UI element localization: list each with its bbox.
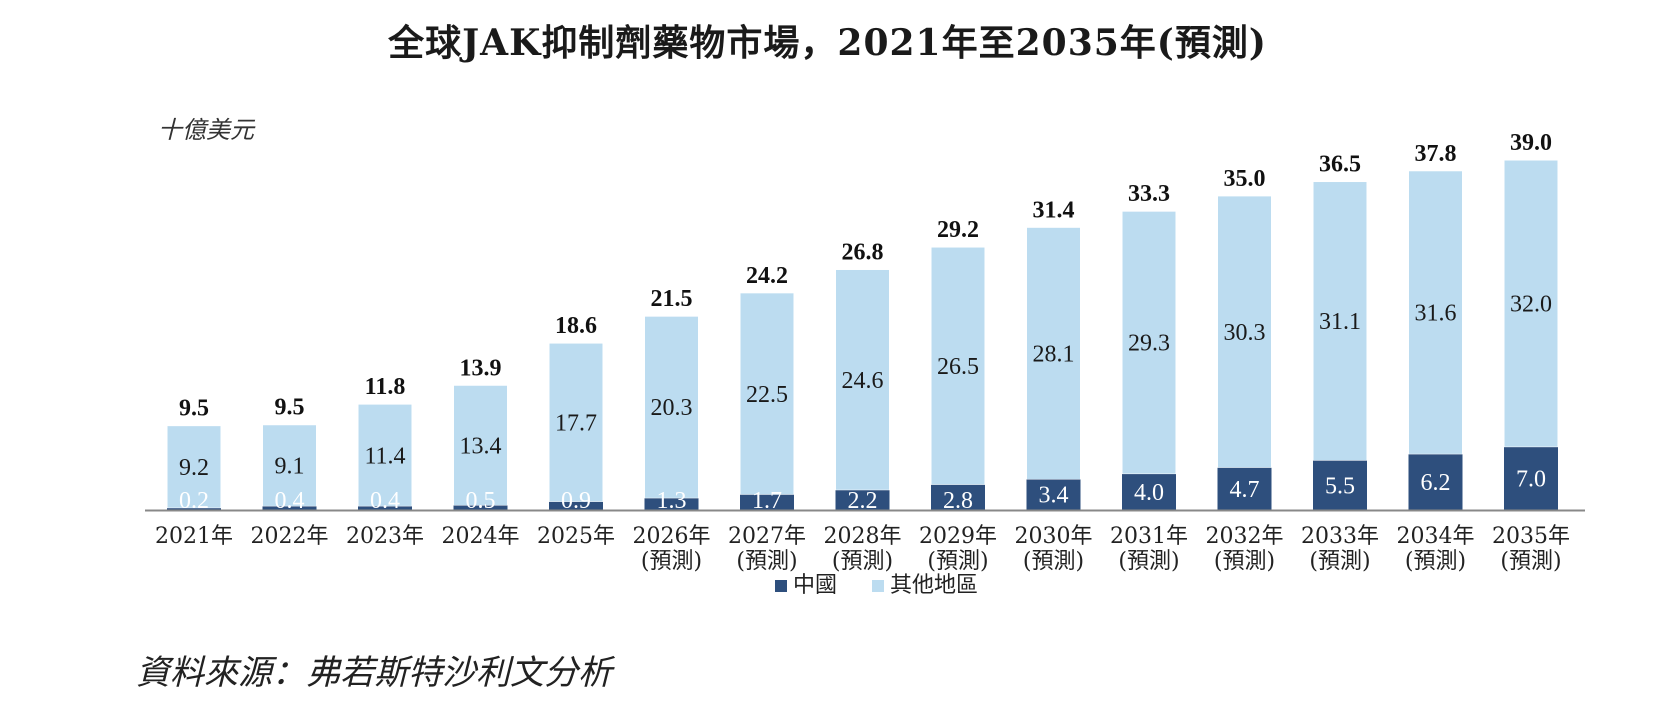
label-total-0: 9.5 [179,396,209,422]
bar-china-3 [453,505,508,510]
label-china-9: 3.4 [1039,483,1069,509]
x-tick-label-11-sub: (預測) [1214,549,1275,574]
bar-rest-1 [262,424,317,507]
label-china-13: 6.2 [1421,470,1451,496]
bar-china-4 [549,501,603,510]
stacked-bar-chart: 9.20.29.52021年9.10.49.52022年11.40.411.82… [145,130,1585,598]
label-rest-5: 20.3 [651,395,693,421]
bar-china-9 [1026,479,1081,510]
label-total-9: 31.4 [1033,197,1075,223]
label-rest-0: 9.2 [179,455,209,481]
x-tick-label-10: 2031年 [1110,524,1188,549]
label-china-11: 4.7 [1230,477,1260,503]
label-total-2: 11.8 [365,374,406,400]
label-rest-10: 29.3 [1128,331,1170,357]
x-tick-label-12-sub: (預測) [1309,549,1370,574]
x-tick-label-9-sub: (預測) [1023,549,1084,574]
bar-rest-14 [1503,159,1559,448]
bar-china-7 [835,490,890,510]
bar-rest-8 [930,246,986,486]
bar-china-13 [1408,454,1463,510]
x-tick-label-13-sub: (預測) [1405,549,1466,574]
legend-swatch-china [775,580,787,592]
x-tick-label-12: 2033年 [1301,524,1379,549]
label-rest-8: 26.5 [937,354,979,380]
label-rest-13: 31.6 [1415,301,1457,327]
x-tick-label-14-sub: (預測) [1500,549,1561,574]
x-tick-label-7: 2028年 [824,524,902,549]
bar-rest-3 [453,384,508,507]
x-tick-label-9: 2030年 [1015,524,1093,549]
x-tick-label-0: 2021年 [155,524,233,549]
label-rest-4: 17.7 [555,411,597,437]
source-note: 資料來源：弗若斯特沙利文分析 [136,653,612,693]
label-rest-11: 30.3 [1224,320,1266,346]
label-total-8: 29.2 [937,217,979,243]
label-rest-7: 24.6 [842,368,884,394]
bar-rest-13 [1408,170,1463,455]
x-tick-label-13: 2034年 [1397,524,1475,549]
label-total-10: 33.3 [1128,181,1170,207]
bar-china-6 [740,494,794,510]
bar-rest-9 [1026,226,1081,480]
x-tick-label-5-sub: (預測) [641,549,702,574]
label-china-14: 7.0 [1516,467,1546,493]
x-tick-label-3: 2024年 [442,524,520,549]
chart-title: 全球JAK抑制劑藥物市場，2021年至2035年(預測) [388,22,1267,64]
legend-label-china: 中國 [793,573,837,598]
label-total-14: 39.0 [1510,130,1552,156]
bar-china-5 [644,498,699,510]
label-rest-12: 31.1 [1319,309,1361,335]
x-tick-label-8-sub: (預測) [927,549,988,574]
label-rest-3: 13.4 [460,433,502,459]
x-tick-label-11: 2032年 [1206,524,1284,549]
label-rest-6: 22.5 [746,382,788,408]
label-china-12: 5.5 [1325,473,1355,499]
label-total-4: 18.6 [555,313,597,339]
x-tick-label-6-sub: (預測) [736,549,797,574]
label-total-5: 21.5 [651,286,693,312]
x-tick-label-5: 2026年 [633,524,711,549]
label-total-12: 36.5 [1319,152,1361,178]
x-tick-label-10-sub: (預測) [1118,549,1179,574]
label-rest-14: 32.0 [1510,292,1552,318]
label-total-6: 24.2 [746,263,788,289]
bar-rest-5 [644,315,699,499]
bar-china-0 [167,508,221,510]
label-rest-9: 28.1 [1033,341,1075,367]
x-tick-label-14: 2035年 [1492,524,1570,549]
bar-china-12 [1313,460,1367,510]
x-tick-label-2: 2023年 [346,524,424,549]
bar-rest-12 [1312,181,1368,462]
legend-swatch-rest [872,580,884,592]
bar-china-11 [1217,467,1272,510]
x-tick-label-8: 2029年 [919,524,997,549]
legend-label-rest: 其他地區 [890,573,978,598]
label-total-7: 26.8 [842,239,884,265]
label-china-10: 4.0 [1134,480,1164,506]
label-rest-2: 11.4 [364,443,405,469]
bar-china-1 [262,506,317,510]
bar-rest-2 [357,403,413,507]
x-tick-label-6: 2027年 [728,524,806,549]
bar-china-10 [1122,474,1176,510]
unit-label: 十億美元 [158,116,254,144]
bar-rest-11 [1217,195,1272,469]
bar-china-2 [358,506,412,510]
label-rest-1: 9.1 [275,454,305,480]
x-tick-label-7-sub: (預測) [832,549,893,574]
bar-rest-7 [835,268,890,491]
bar-china-8 [931,484,985,510]
label-total-1: 9.5 [275,395,305,421]
bar-rest-6 [739,292,795,496]
label-total-13: 37.8 [1415,141,1457,167]
label-total-11: 35.0 [1224,166,1266,192]
bar-china-14 [1504,447,1558,510]
x-tick-label-4: 2025年 [537,524,615,549]
x-tick-label-1: 2022年 [251,524,329,549]
label-total-3: 13.9 [460,355,502,381]
